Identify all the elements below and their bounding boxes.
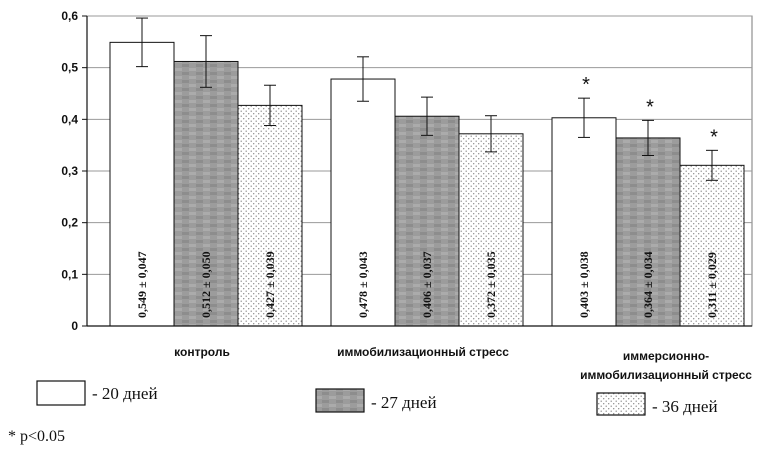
bar-value-labels: 0,549 ± 0,047 0,478 ± 0,043 0,403 ± 0,038 0… — [135, 251, 719, 318]
bar — [109, 41, 175, 327]
legend-swatch — [315, 388, 365, 413]
y-tick-label: 0,3 — [61, 164, 78, 178]
bar-value-label: 0,311 ± 0,029 — [705, 252, 719, 318]
bar — [173, 60, 239, 327]
y-tick-label: 0,5 — [61, 61, 78, 75]
legend-label: - 20 дней — [92, 384, 158, 403]
legend-swatch — [596, 392, 646, 416]
legend-label: - 27 дней — [371, 393, 437, 412]
bar — [237, 104, 303, 327]
bar-value-label: 0,372 ± 0,035 — [484, 251, 498, 318]
y-tick-label: 0,4 — [61, 112, 78, 126]
significance-star: * — [710, 126, 718, 148]
significance-footnote: * p<0.05 — [8, 428, 65, 445]
bar-value-label: 0,427 ± 0,039 — [263, 251, 277, 318]
y-axis-ticks: 0 0,1 0,2 0,3 0,4 0,5 0,6 — [61, 9, 87, 333]
bar — [615, 137, 681, 327]
y-tick-label: 0,2 — [61, 216, 78, 230]
bar — [458, 133, 524, 327]
bar-value-label: 0,364 ± 0,034 — [641, 251, 655, 318]
bar — [679, 164, 745, 327]
y-tick-label: 0,6 — [61, 9, 78, 23]
category-label: контроль — [174, 345, 230, 359]
bar-value-label: 0,549 ± 0,047 — [135, 251, 149, 318]
significance-markers: * * * — [582, 74, 718, 148]
y-tick-label: 0 — [71, 319, 78, 333]
y-tick-label: 0,1 — [61, 267, 78, 281]
bar-value-label: 0,403 ± 0,038 — [577, 251, 591, 318]
significance-star: * — [582, 74, 590, 96]
category-label: иммерсионно- — [623, 349, 709, 363]
bar-value-label: 0,406 ± 0,037 — [420, 251, 434, 318]
bar — [394, 115, 460, 327]
axes — [86, 16, 752, 327]
category-label: иммобилизационный стресс — [580, 368, 752, 382]
legend-swatch — [36, 380, 86, 406]
bar-value-label: 0,512 ± 0,050 — [199, 251, 213, 318]
bar — [551, 117, 617, 327]
legend: - 20 дней - 27 дней - 36 дней — [36, 380, 718, 416]
category-label: иммобилизационный стресс — [337, 345, 509, 359]
category-labels: контроль иммобилизационный стресс иммерсио… — [174, 345, 752, 382]
significance-star: * — [646, 96, 654, 118]
legend-label: - 36 дней — [652, 397, 718, 416]
error-bars — [136, 17, 718, 181]
bar-value-label: 0,478 ± 0,043 — [356, 251, 370, 318]
